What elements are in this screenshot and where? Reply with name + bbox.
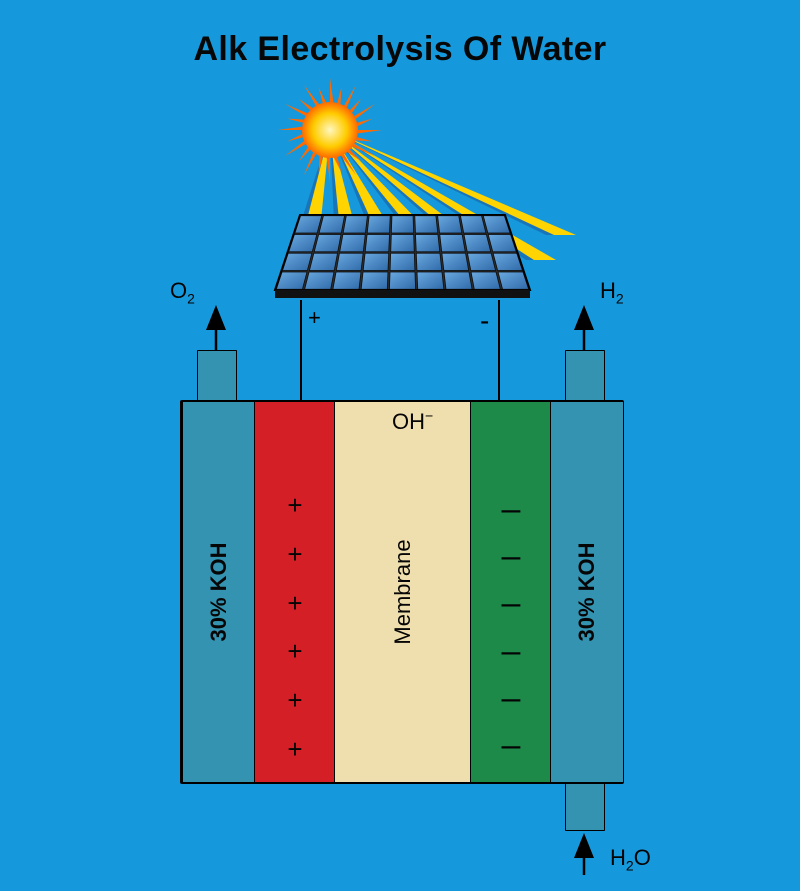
layer-koh-left: 30% KOH <box>182 402 256 782</box>
minus-glyph: – <box>502 539 521 573</box>
wire-minus-label: - <box>480 305 489 337</box>
electrolyser-cell: 30% KOH + + + + + + Membrane – – – – – – 30% KOH O… <box>180 400 624 784</box>
sun-icon <box>278 78 382 182</box>
minus-glyph: – <box>502 586 521 620</box>
solar-panel-icon <box>275 215 530 298</box>
layer-koh-right: 30% KOH <box>550 402 624 782</box>
page-title: Alk Electrolysis Of Water <box>0 30 800 69</box>
koh-right-label: 30% KOH <box>574 542 600 641</box>
wire-plus-label: + <box>308 305 321 331</box>
o2-outlet-pipe <box>197 350 237 401</box>
koh-left-label: 30% KOH <box>206 542 232 641</box>
plus-glyph: + <box>287 687 302 713</box>
layer-membrane: Membrane <box>334 402 472 782</box>
minus-glyph: – <box>502 681 521 715</box>
wire-anode <box>300 300 302 400</box>
layer-anode: + + + + + + <box>254 402 336 782</box>
plus-glyph: + <box>287 541 302 567</box>
wire-cathode <box>498 300 500 400</box>
minus-glyph: – <box>502 634 521 668</box>
oh-ion-label: OH− <box>392 408 433 435</box>
diagram-canvas: Alk Electrolysis Of Water <box>0 0 800 891</box>
plus-glyph: + <box>287 590 302 616</box>
plus-glyph: + <box>287 492 302 518</box>
cathode-charges: – – – – – – <box>471 492 551 762</box>
plus-glyph: + <box>287 736 302 762</box>
minus-glyph: – <box>502 492 521 526</box>
sun-rays <box>286 130 576 270</box>
h2-outlet-pipe <box>565 350 605 401</box>
minus-glyph: – <box>502 728 521 762</box>
layer-cathode: – – – – – – <box>470 402 552 782</box>
h2o-inlet-pipe <box>565 780 605 831</box>
membrane-label: Membrane <box>390 539 416 644</box>
h2-label: H2 <box>600 278 624 306</box>
o2-label: O2 <box>170 278 195 306</box>
h2o-label: H2O <box>610 845 651 873</box>
anode-charges: + + + + + + <box>255 492 335 762</box>
plus-glyph: + <box>287 638 302 664</box>
